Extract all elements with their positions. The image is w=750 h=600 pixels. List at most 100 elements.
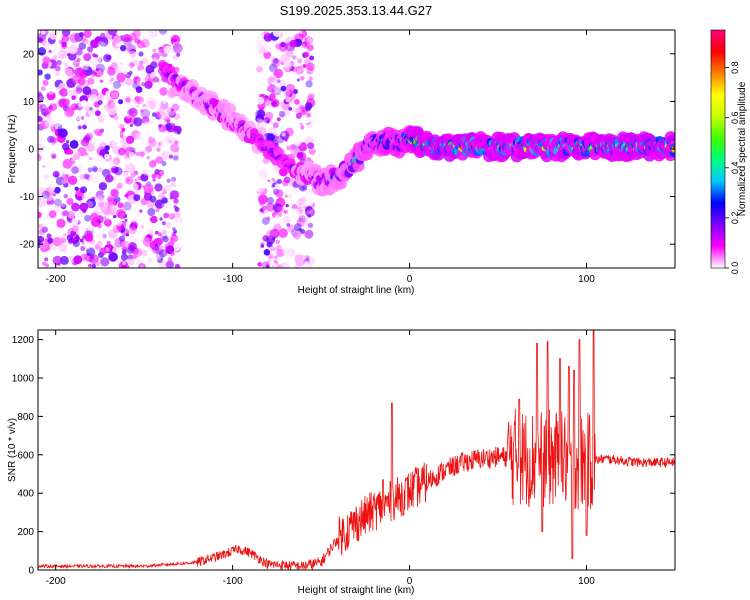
noise-blob (141, 121, 151, 131)
noise-blob (142, 237, 150, 245)
noise-blob (110, 77, 115, 82)
noise-blob (155, 156, 163, 164)
noise-blob (257, 262, 262, 267)
ridge-cell (672, 145, 675, 150)
noise-blob (155, 208, 160, 213)
noise-blob (103, 103, 111, 111)
noise-blob (128, 151, 135, 158)
noise-blob (308, 147, 316, 155)
noise-blob (285, 83, 295, 93)
noise-blob (124, 218, 128, 222)
noise-blob (120, 253, 129, 261)
noise-blob (103, 54, 112, 63)
noise-blob (121, 240, 130, 250)
snr-series-line (38, 330, 675, 570)
x-tick-label: 0 (407, 274, 413, 285)
noise-blob (164, 211, 173, 220)
noise-blob (299, 122, 303, 126)
noise-blob (294, 264, 299, 268)
noise-blob (120, 112, 125, 118)
noise-blob (95, 67, 100, 72)
noise-blob (61, 41, 67, 47)
noise-blob (269, 246, 274, 251)
noise-blob (81, 100, 88, 107)
noise-blob (300, 125, 305, 130)
noise-blob (100, 257, 110, 267)
noise-blob (72, 74, 82, 84)
noise-blob (304, 199, 313, 208)
noise-blob (44, 257, 49, 262)
noise-blob (280, 85, 287, 92)
noise-blob (47, 237, 54, 244)
noise-blob (147, 258, 153, 264)
noise-blob (125, 78, 133, 86)
noise-blob (61, 178, 68, 185)
x-tick-label: 100 (578, 576, 595, 587)
noise-blob (161, 160, 167, 167)
noise-blob (273, 180, 278, 185)
noise-blob (75, 63, 80, 68)
noise-blob (285, 209, 289, 213)
noise-blob (155, 90, 160, 95)
noise-blob (84, 233, 94, 242)
noise-blob (302, 217, 309, 223)
colorbar-label: Normalized spectral amplitude (737, 81, 748, 216)
noise-blob (146, 102, 153, 110)
noise-blob (169, 240, 175, 245)
noise-blob (87, 226, 93, 232)
noise-blob (108, 79, 113, 84)
noise-blob (150, 120, 155, 125)
noise-blob (164, 184, 171, 191)
noise-blob (42, 41, 52, 50)
noise-blob (126, 109, 135, 117)
noise-blob (104, 67, 108, 72)
noise-blob (153, 99, 163, 108)
colorbar-ticks: 0.0 0.2 0.4 0.6 0.8 (725, 61, 740, 274)
noise-blob (120, 44, 127, 52)
noise-blob (123, 34, 131, 42)
noise-blob (148, 30, 158, 38)
noise-blob (307, 132, 312, 137)
noise-blob (272, 30, 282, 37)
noise-blob (255, 109, 266, 120)
noise-blob (146, 128, 151, 133)
noise-blob (161, 150, 171, 160)
noise-blob (80, 246, 86, 252)
noise-blob (262, 157, 269, 164)
noise-blob (67, 43, 72, 48)
noise-blob (157, 232, 162, 237)
noise-blob (294, 99, 300, 105)
noise-blob (295, 56, 300, 60)
noise-blob (102, 95, 107, 101)
noise-blob (158, 124, 162, 128)
noise-blob (91, 60, 98, 67)
noise-blob (304, 229, 314, 239)
noise-blob (146, 120, 150, 125)
noise-blob (96, 70, 104, 77)
noise-blob (258, 169, 268, 179)
noise-blob (287, 224, 296, 233)
noise-blob (104, 153, 110, 160)
noise-blob (78, 31, 85, 38)
y-tick-label: 600 (17, 450, 34, 461)
noise-blob (308, 76, 313, 81)
noise-blob (136, 104, 140, 108)
noise-blob (42, 42, 46, 46)
noise-blob (54, 126, 59, 130)
noise-blob (123, 115, 132, 124)
noise-blob (124, 158, 131, 165)
noise-blob (123, 37, 132, 46)
noise-blob (258, 119, 267, 129)
noise-blob (38, 198, 46, 208)
noise-blob (158, 192, 166, 200)
noise-blob (39, 240, 49, 250)
noise-blob (278, 197, 284, 202)
noise-blob (140, 173, 149, 182)
noise-blob (302, 64, 307, 68)
noise-blob (91, 165, 98, 172)
noise-blob (49, 199, 55, 205)
noise-blob (273, 220, 277, 225)
noise-blob (113, 196, 121, 204)
